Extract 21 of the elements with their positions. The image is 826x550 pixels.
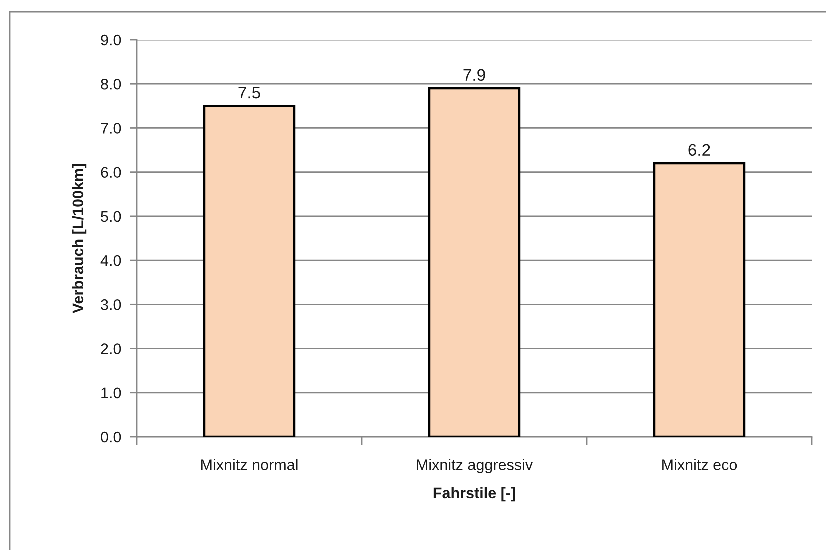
y-tick-label: 1.0 [102, 388, 122, 399]
bar [203, 105, 296, 437]
y-tick-label: 0.0 [101, 432, 122, 443]
data-label: 7.5 [238, 87, 260, 99]
y-tick-label: 5.0 [101, 211, 122, 222]
y-tick-label: 2.0 [101, 344, 122, 354]
bar [653, 162, 746, 437]
y-tick-label: 7.0 [101, 123, 122, 134]
y-axis-title: Verbrauch [L/100km] [72, 164, 87, 314]
data-label: 7.9 [464, 69, 486, 82]
x-tick-label: Mixnitz aggressiv [417, 459, 534, 474]
x-tick-label: Mixnitz normal [202, 459, 298, 470]
y-tick-label: 9.0 [101, 34, 122, 46]
data-label: 6.2 [688, 144, 710, 156]
y-tick-label: 6.0 [101, 167, 122, 178]
y-tick-label: 8.0 [101, 78, 122, 90]
y-tick-label: 4.0 [100, 255, 122, 266]
x-tick-label: Mixnitz eco [662, 459, 738, 470]
y-tick-label: 3.0 [101, 300, 122, 310]
bar [428, 87, 521, 437]
x-axis-title: Fahrstile [-] [434, 487, 516, 502]
